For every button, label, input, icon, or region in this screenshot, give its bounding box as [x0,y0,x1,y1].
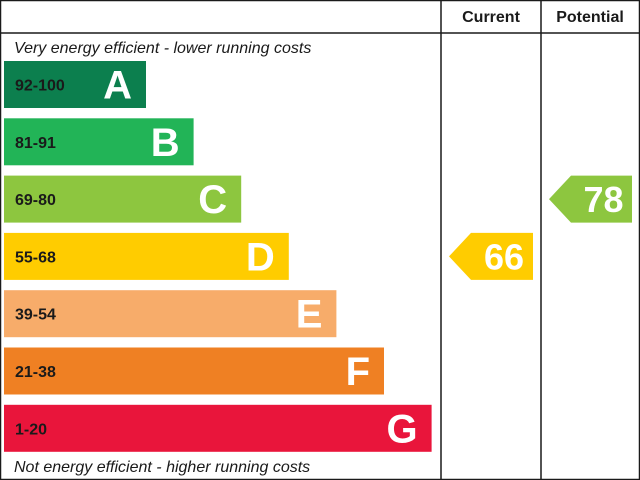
current-rating-value: 66 [484,236,524,277]
band-d-range: 55-68 [15,249,56,266]
band-a-range: 92-100 [15,78,65,95]
band-b-bar [4,118,194,166]
band-b-range: 81-91 [15,135,56,152]
band-d-letter: D [246,235,275,279]
potential-header: Potential [556,9,624,26]
band-e-range: 39-54 [15,307,56,324]
band-c-letter: C [198,178,227,222]
band-c-bar [4,175,242,223]
top-note: Very energy efficient - lower running co… [14,40,311,57]
bottom-note: Not energy efficient - higher running co… [14,459,310,476]
band-g-range: 1-20 [15,421,47,438]
current-header: Current [462,9,520,26]
band-c-range: 69-80 [15,192,56,209]
band-b-letter: B [151,121,180,165]
current-rating-arrow [449,232,533,280]
band-g-bar [4,404,432,452]
rating-indicators: 66 78 [449,175,632,280]
rating-bands: 92-100 A 81-91 B 69-80 C 55-68 D 39-54 E 21-38 F 1-2… [4,61,432,452]
band-g-letter: G [386,407,417,451]
band-f-range: 21-38 [15,364,56,381]
band-f-letter: F [346,350,370,394]
band-e-letter: E [296,293,323,337]
potential-rating-value: 78 [583,179,623,220]
band-a-letter: A [103,64,132,108]
band-f-bar [4,347,384,395]
band-d-bar [4,232,289,280]
potential-rating-arrow [549,175,632,223]
band-e-bar [4,290,337,338]
band-a-bar [4,61,146,108]
